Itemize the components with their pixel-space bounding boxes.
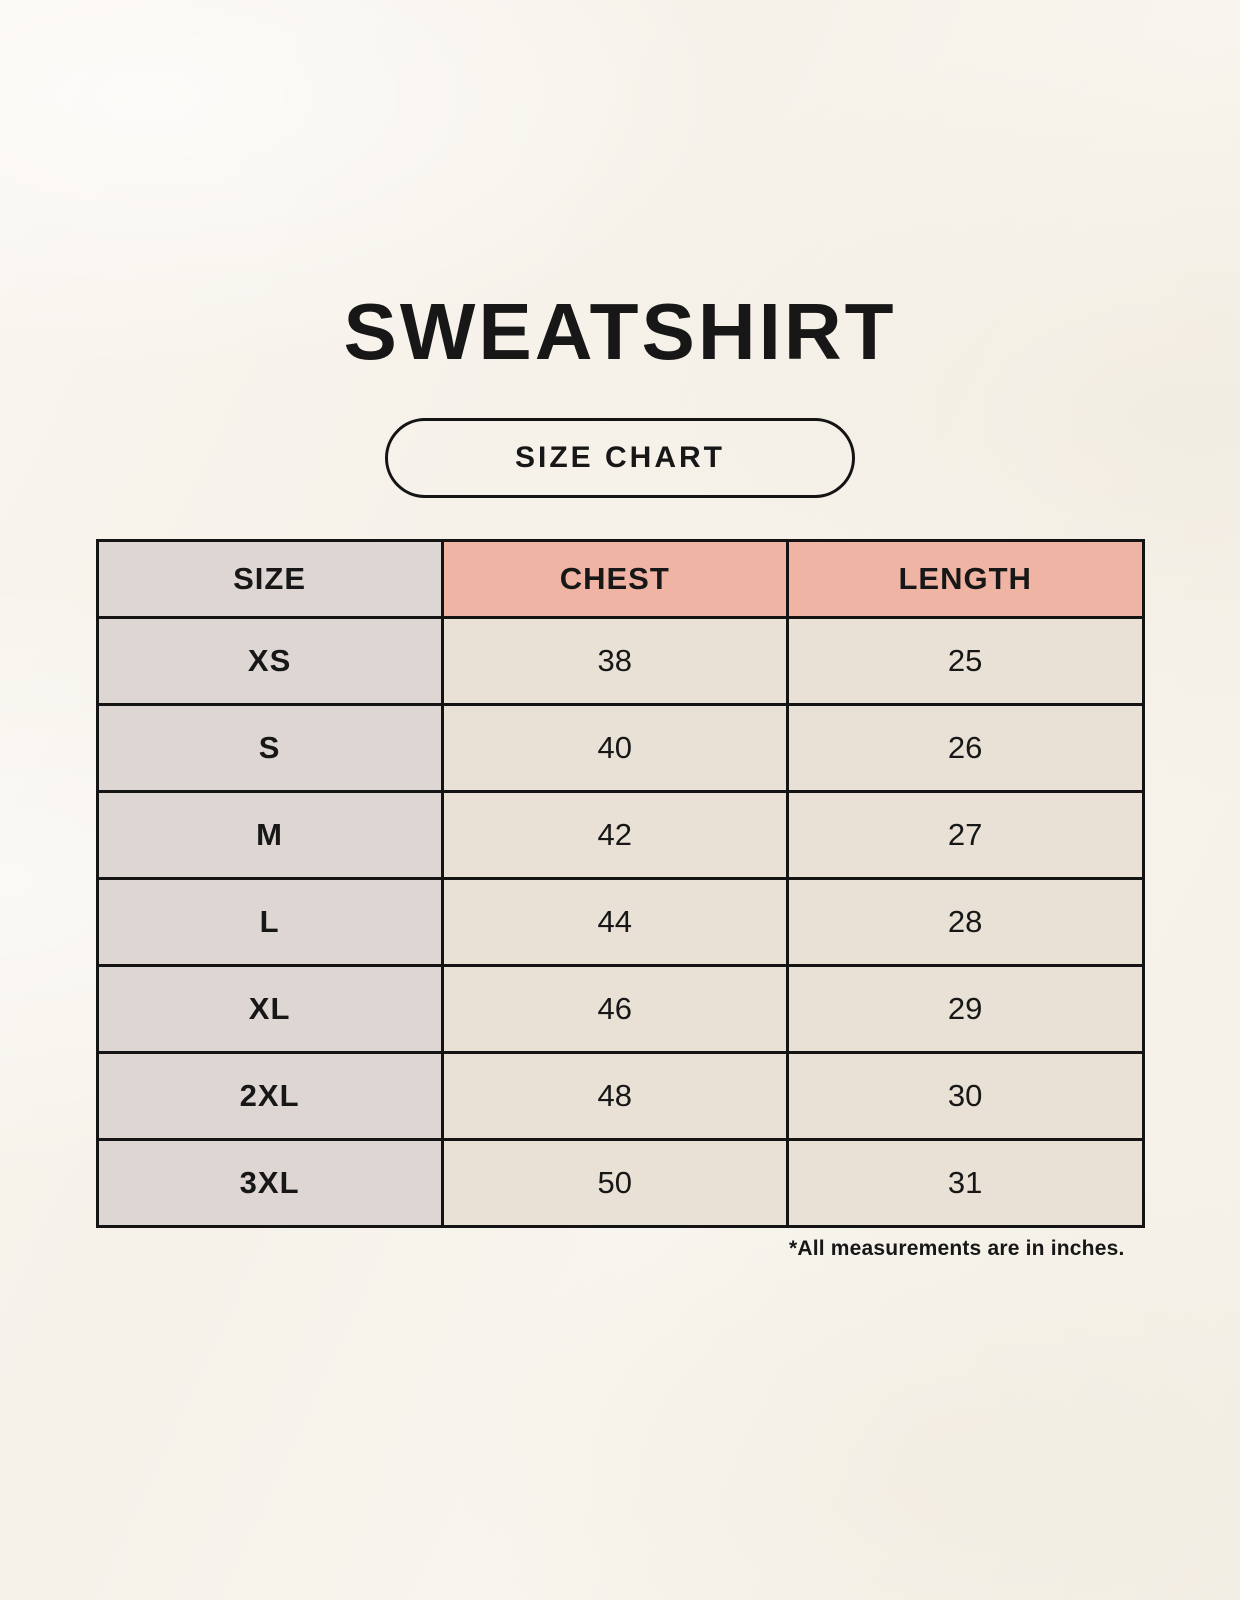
column-header-length: LENGTH	[785, 539, 1145, 619]
table-row-2xl: 2XL 48 30	[95, 1051, 1145, 1141]
chest-cell: 46	[440, 964, 789, 1054]
chest-cell: 48	[440, 1051, 789, 1141]
chest-cell: 38	[440, 616, 789, 706]
chest-cell: 42	[440, 790, 789, 880]
size-chart-badge-label: SIZE CHART	[515, 441, 725, 474]
length-cell: 26	[785, 703, 1145, 793]
table-row-3xl: 3XL 50 31	[95, 1138, 1145, 1228]
table-row-m: M 42 27	[95, 790, 1145, 880]
table-row-l: L 44 28	[95, 877, 1145, 967]
length-cell: 30	[785, 1051, 1145, 1141]
size-table: SIZE CHEST LENGTH XS 38 25 S 40 26 M 42 …	[95, 539, 1145, 1228]
length-cell: 25	[785, 616, 1145, 706]
size-cell: L	[95, 877, 444, 967]
length-cell: 27	[785, 790, 1145, 880]
size-cell: 2XL	[95, 1051, 444, 1141]
size-cell: 3XL	[95, 1138, 444, 1228]
table-row-s: S 40 26	[95, 703, 1145, 793]
table-row-xs: XS 38 25	[95, 616, 1145, 706]
size-cell: XS	[95, 616, 444, 706]
length-cell: 29	[785, 964, 1145, 1054]
column-header-chest: CHEST	[440, 539, 789, 619]
size-cell: M	[95, 790, 444, 880]
column-header-size: SIZE	[95, 539, 444, 619]
measurements-footnote: *All measurements are in inches.	[788, 1237, 1125, 1260]
size-cell: S	[95, 703, 444, 793]
table-header-row: SIZE CHEST LENGTH	[95, 539, 1145, 619]
length-cell: 31	[785, 1138, 1145, 1228]
chest-cell: 44	[440, 877, 789, 967]
size-cell: XL	[95, 964, 444, 1054]
page-title: SWEATSHIRT	[343, 287, 897, 376]
size-chart-badge: SIZE CHART	[385, 418, 855, 498]
chest-cell: 50	[440, 1138, 789, 1228]
table-row-xl: XL 46 29	[95, 964, 1145, 1054]
length-cell: 28	[785, 877, 1145, 967]
chest-cell: 40	[440, 703, 789, 793]
